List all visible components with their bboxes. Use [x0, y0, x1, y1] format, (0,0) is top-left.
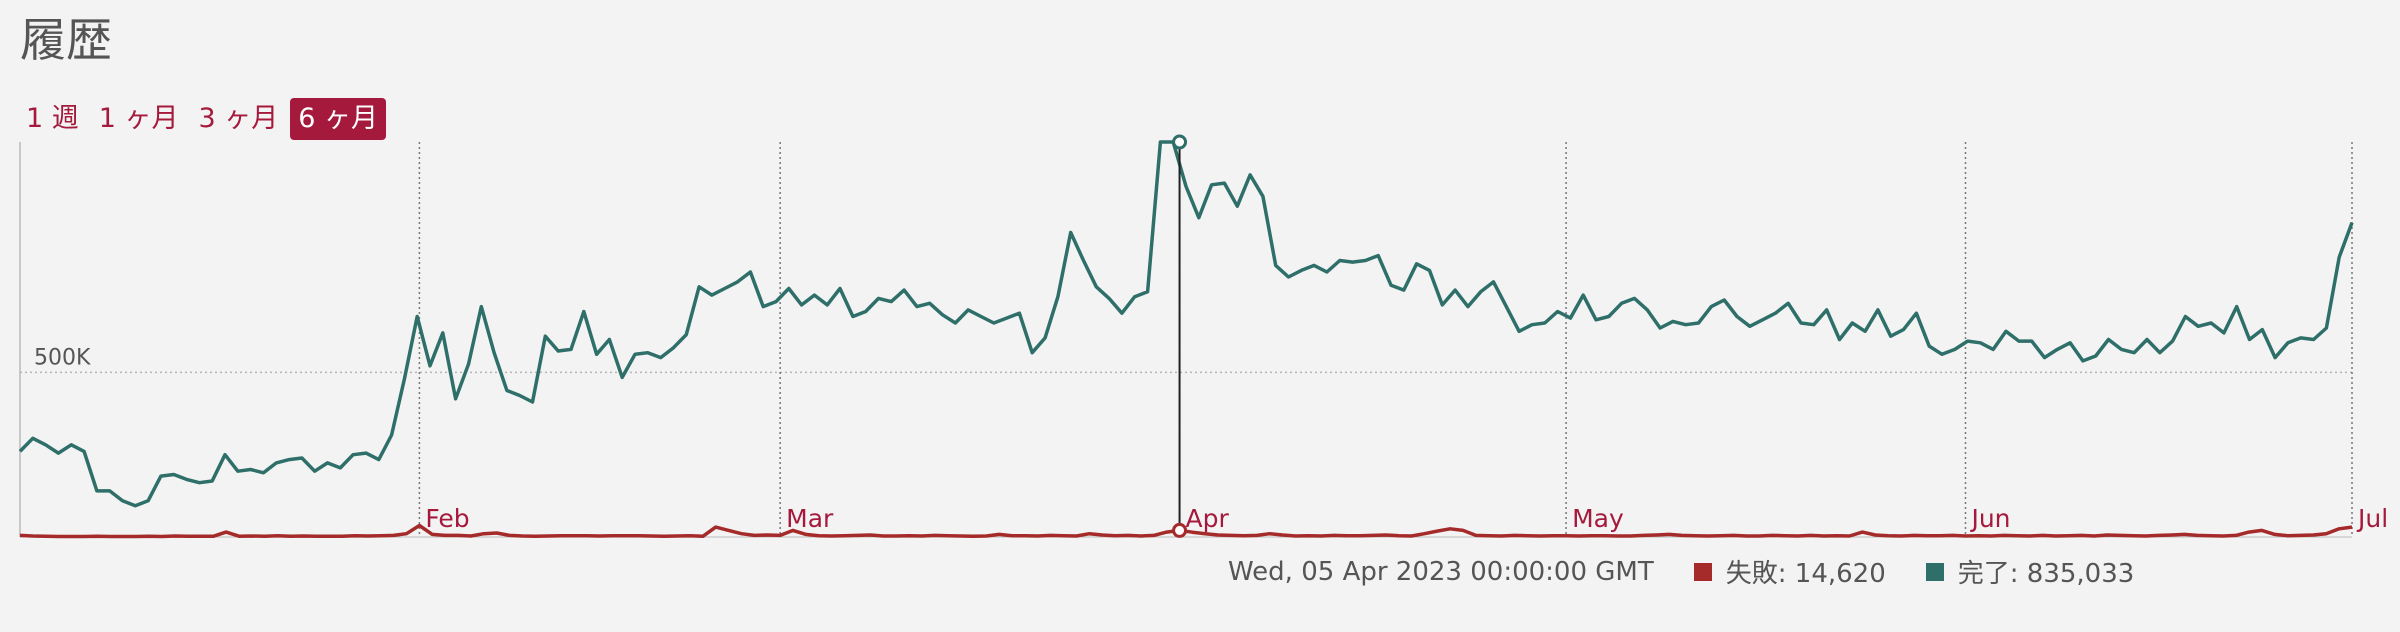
x-tick-label: Jul	[2356, 504, 2388, 533]
x-tick-label: May	[1572, 504, 1624, 533]
x-tick-label: Feb	[425, 504, 469, 533]
completed-swatch-icon	[1925, 562, 1944, 581]
x-tick-label: Mar	[786, 504, 834, 533]
completed-series-line	[18, 140, 2354, 508]
legend-failed-label: 失敗: 14,620	[1725, 559, 1886, 589]
x-tick-label: Apr	[1186, 504, 1230, 533]
legend-item-failed: 失敗: 14,620	[1693, 553, 1886, 590]
legend-item-completed: 完了: 835,033	[1925, 553, 2135, 590]
chart-legend: Wed, 05 Apr 2023 00:00:00 GMT 失敗: 14,620…	[1228, 553, 2174, 590]
tab-1-month[interactable]: 1 ヶ月	[98, 103, 179, 134]
completed-hover-point	[1172, 134, 1188, 150]
tab-1-week[interactable]: 1 週	[26, 103, 79, 134]
page-title: 履歴	[20, 13, 112, 67]
tooltip-date: Wed, 05 Apr 2023 00:00:00 GMT	[1228, 556, 1654, 587]
tab-6-months[interactable]: 6 ヶ月	[290, 98, 387, 140]
legend-completed-label: 完了: 835,033	[1957, 559, 2135, 589]
x-tick-label: Jun	[1969, 504, 2010, 533]
failed-hover-point	[1172, 522, 1188, 538]
failed-swatch-icon	[1693, 562, 1712, 581]
tab-3-months[interactable]: 3 ヶ月	[198, 103, 279, 134]
y-tick-label: 500K	[34, 345, 91, 370]
range-tabs: 1 週 1 ヶ月 3 ヶ月 6 ヶ月	[18, 98, 387, 140]
